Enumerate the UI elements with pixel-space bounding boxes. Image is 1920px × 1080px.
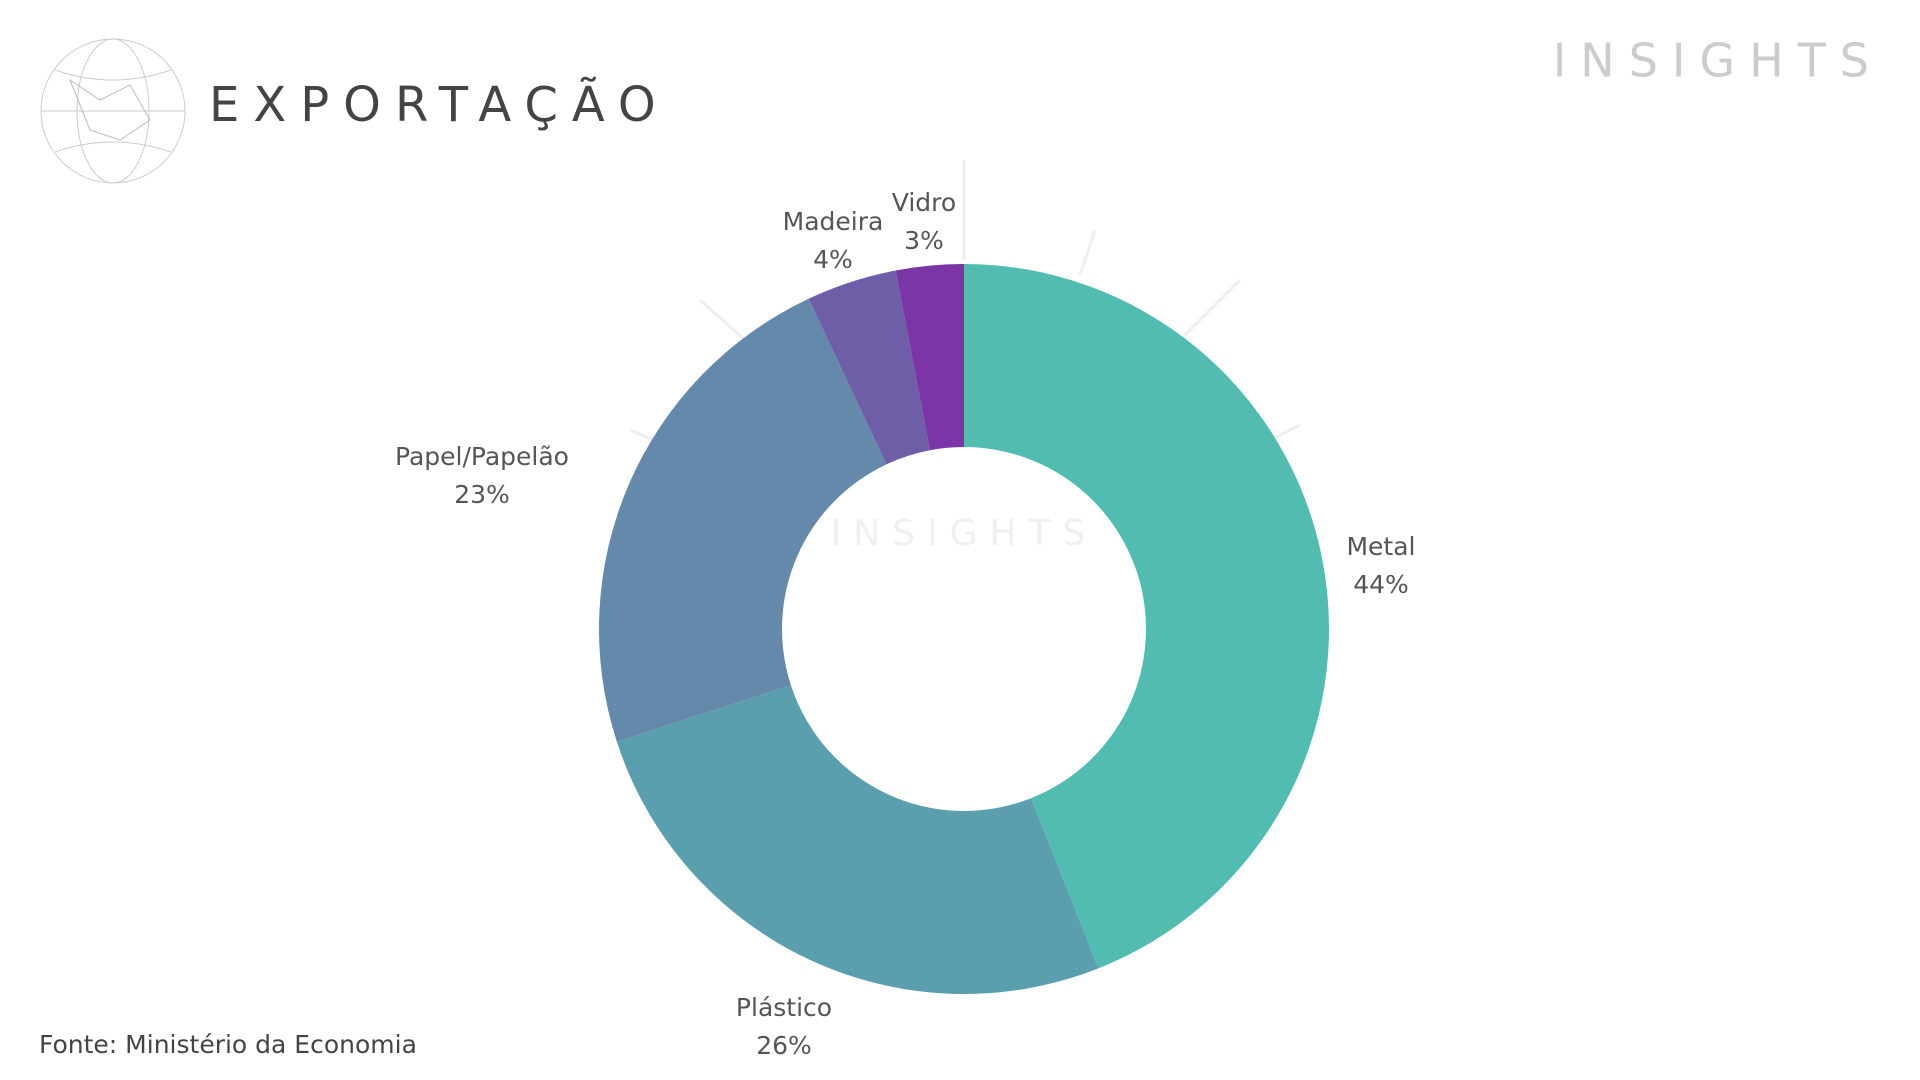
slice-value-label: 26% [756,1031,812,1060]
slice [599,298,887,742]
slice-label: Vidro [892,188,956,217]
slice [964,264,1329,969]
watermark: INSIGHTS [831,513,1098,554]
slice-value-label: 4% [813,245,853,274]
slice [616,685,1099,994]
slice [808,270,930,465]
slice-label: Madeira [783,207,884,236]
globe-logo [40,38,186,184]
slice-value-label: 44% [1353,570,1409,599]
slice-value-label: 3% [904,226,944,255]
slice-value-label: 23% [454,480,510,509]
chart-title: EXPORTAÇÃO [209,77,670,133]
brand: INSIGHTS [1553,34,1883,88]
background-rays [629,160,1301,447]
slice-label: Plástico [736,993,832,1022]
slice [895,264,964,451]
slice-label: Metal [1346,532,1415,561]
source-note: Fonte: Ministério da Economia [39,1030,417,1059]
slice-label: Papel/Papelão [395,442,569,471]
donut [599,264,1329,994]
